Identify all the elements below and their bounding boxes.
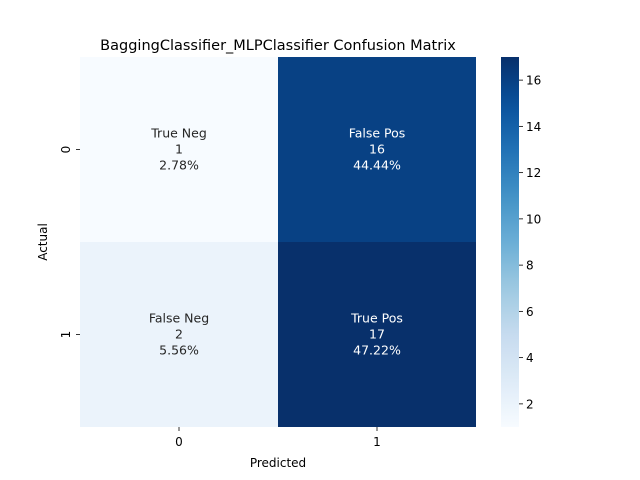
chart-title: BaggingClassifier_MLPClassifier Confusio… xyxy=(100,38,456,54)
cell-name-label: True Pos xyxy=(350,311,403,326)
x-tick-label: 0 xyxy=(175,435,183,449)
colorbar-tick-label: 8 xyxy=(526,259,534,273)
heatmap-cell xyxy=(80,57,278,242)
y-axis-label: Actual xyxy=(36,223,50,261)
cell-percent-label: 47.22% xyxy=(353,343,401,358)
cell-value-label: 1 xyxy=(175,142,183,157)
colorbar-tick-label: 6 xyxy=(526,305,534,319)
x-axis-label: Predicted xyxy=(250,456,306,470)
colorbar-tick-label: 16 xyxy=(526,74,541,88)
y-tick-label: 1 xyxy=(59,331,73,339)
y-axis: 01 xyxy=(59,146,80,339)
cell-percent-label: 44.44% xyxy=(353,158,401,173)
cell-name-label: False Pos xyxy=(349,126,406,141)
colorbar-tick-label: 10 xyxy=(526,212,541,226)
colorbar-gradient xyxy=(501,57,519,427)
cell-value-label: 16 xyxy=(369,142,385,157)
cell-name-label: False Neg xyxy=(149,311,209,326)
colorbar-tick-label: 12 xyxy=(526,166,541,180)
colorbar-tick-label: 2 xyxy=(526,397,534,411)
y-tick-label: 0 xyxy=(59,146,73,154)
heatmap-cell xyxy=(278,57,476,242)
heatmap-cell xyxy=(80,242,278,427)
cell-value-label: 17 xyxy=(369,327,385,342)
heatmap-cell xyxy=(278,242,476,427)
cell-name-label: True Neg xyxy=(150,126,207,141)
cell-percent-label: 5.56% xyxy=(159,343,199,358)
colorbar: 2 4 6 8 10 12 14 16 xyxy=(501,57,541,427)
colorbar-tick-label: 14 xyxy=(526,120,541,134)
cell-percent-label: 2.78% xyxy=(159,158,199,173)
colorbar-tick-label: 4 xyxy=(526,351,534,365)
cell-value-label: 2 xyxy=(175,327,183,342)
heatmap-cells xyxy=(80,57,476,427)
x-tick-label: 1 xyxy=(373,435,381,449)
